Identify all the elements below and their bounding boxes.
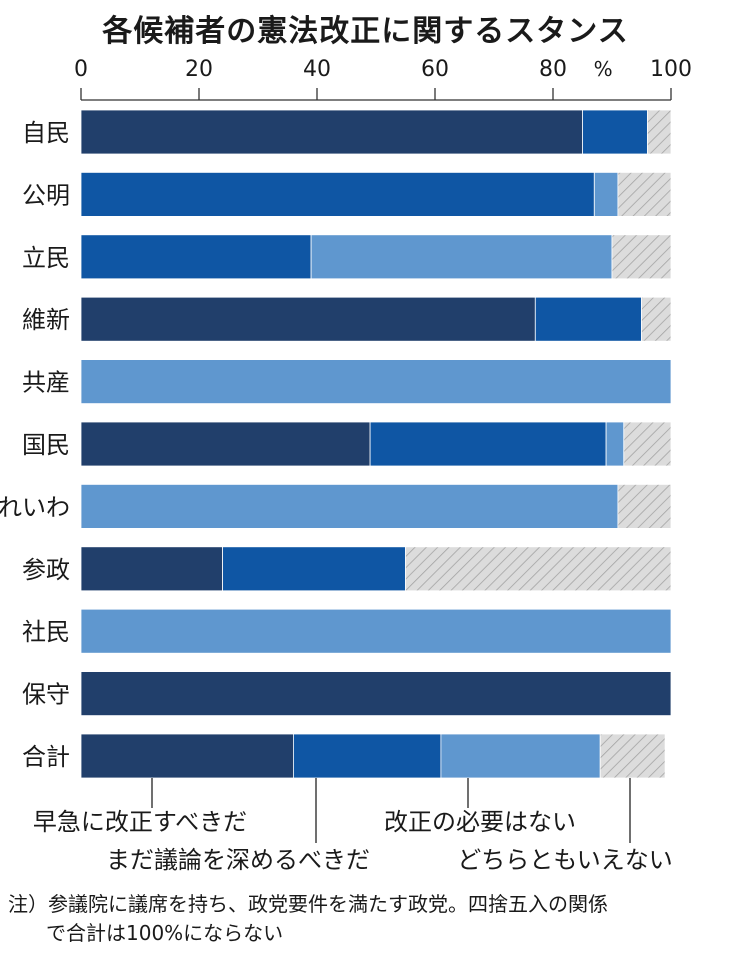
footnote-line-2: で合計は100%にならない	[46, 921, 284, 945]
legend-label: どちらともいえない	[457, 846, 673, 874]
category-label: 立民	[22, 244, 70, 272]
bar-segment-deepen	[80, 234, 312, 280]
x-tick-label: 60	[421, 57, 449, 82]
bar-segment-neither	[617, 483, 672, 529]
legend-label: まだ議論を深めるべきだ	[106, 846, 370, 874]
category-label: 保守	[22, 681, 70, 709]
bar-segment-immediate	[80, 296, 536, 342]
bar-segment-neither	[611, 234, 672, 280]
bar-segment-deepen	[80, 171, 595, 217]
bar-segment-deepen	[582, 109, 648, 155]
x-tick-label: 40	[303, 57, 331, 82]
x-tick-label: 0	[74, 57, 88, 82]
bar-segment-immediate	[80, 671, 672, 716]
category-label: 共産	[22, 369, 70, 397]
category-label: 社民	[22, 618, 70, 646]
x-tick-label: 100	[650, 57, 692, 82]
bar-segment-neither	[599, 733, 666, 779]
category-label: 国民	[22, 431, 70, 459]
bar-segment-not_needed	[310, 234, 613, 280]
bar-segment-not_needed	[605, 421, 625, 467]
bar-segment-deepen	[534, 296, 642, 342]
bar-segment-not_needed	[440, 733, 601, 779]
bar-segment-neither	[623, 421, 672, 467]
bar-segment-not_needed	[80, 608, 672, 654]
category-label: 自民	[22, 119, 70, 147]
bar-segment-deepen	[369, 421, 607, 467]
bar-segment-deepen	[292, 733, 442, 779]
x-unit-label: %	[594, 57, 613, 81]
category-label: れいわ	[0, 493, 70, 521]
footnote-line-1: 注）参議院に議席を持ち、政党要件を満たす政党。四捨五入の関係	[8, 892, 608, 916]
bar-segment-immediate	[80, 421, 371, 467]
legend-label: 早急に改正すべきだ	[33, 808, 247, 836]
x-tick-label: 80	[539, 57, 567, 82]
legend-label: 改正の必要はない	[384, 808, 576, 836]
footnote: 注）参議院に議席を持ち、政党要件を満たす政党。四捨五入の関係 で合計は100%に…	[8, 890, 723, 948]
bar-segment-neither	[617, 171, 672, 217]
x-tick-label: 20	[185, 57, 213, 82]
bar-segment-immediate	[80, 733, 294, 779]
bar-segment-not_needed	[80, 359, 672, 405]
category-label: 公明	[22, 181, 70, 209]
bar-segment-immediate	[80, 546, 224, 592]
category-label: 合計	[22, 743, 70, 771]
bar-segment-deepen	[222, 546, 406, 592]
bar-segment-not_needed	[593, 171, 619, 217]
bar-segment-not_needed	[80, 483, 619, 529]
bar-segment-neither	[647, 109, 672, 155]
category-label: 維新	[22, 306, 70, 334]
bar-segment-neither	[641, 296, 672, 342]
bar-segment-immediate	[80, 109, 583, 155]
bar-segment-neither	[405, 546, 672, 592]
chart-title: 各候補者の憲法改正に関するスタンス	[102, 14, 629, 49]
category-label: 参政	[22, 556, 70, 584]
